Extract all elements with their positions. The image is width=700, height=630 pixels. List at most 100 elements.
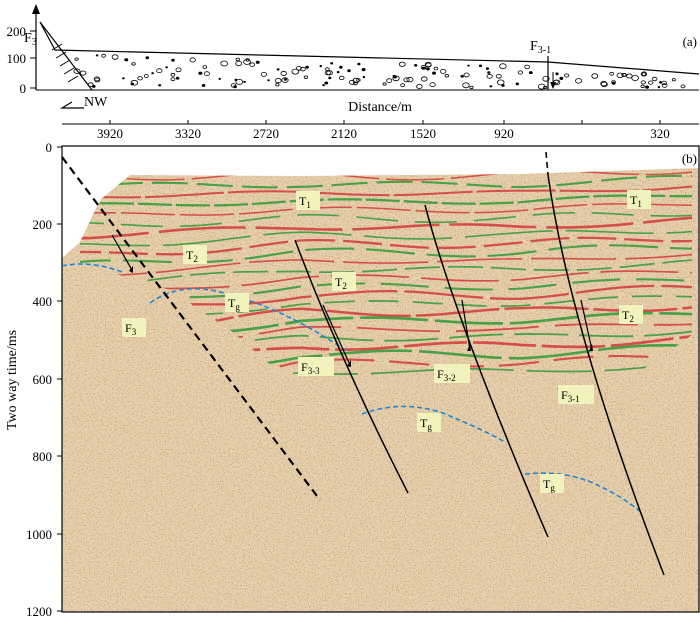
- pebble: [591, 73, 599, 79]
- panel-a-ytick-200: 200: [7, 24, 27, 39]
- distance-tick-1520: 1520: [410, 126, 436, 141]
- reflector-band: [80, 355, 693, 397]
- fault-hatch: [51, 43, 79, 83]
- panel-a-topography: 200 100 0 F3 F3-1 (a) NW: [7, 4, 700, 110]
- tg-horizons: [61, 263, 643, 514]
- pebble: [420, 76, 428, 82]
- pebble: [260, 72, 267, 77]
- horizon-label-t2-right: T2: [622, 308, 634, 324]
- pebble: [73, 68, 81, 74]
- pebble: [245, 58, 250, 62]
- pebble: [658, 81, 662, 84]
- distance-tick-3920: 3920: [97, 126, 123, 141]
- pebble: [87, 82, 94, 87]
- fault-label-f31-b: F3-1: [561, 388, 580, 404]
- pebble: [414, 64, 418, 67]
- pebble: [555, 72, 559, 76]
- pebble: [406, 76, 414, 83]
- horizon-label-t1-right: T1: [630, 193, 642, 209]
- pebble: [143, 74, 149, 78]
- pebble: [124, 58, 129, 62]
- pebble: [489, 85, 493, 88]
- pebble: [559, 76, 564, 81]
- pebble: [220, 60, 229, 67]
- pebble-fill: [73, 53, 686, 90]
- reflector-band: [80, 174, 693, 189]
- time-axis: 0 200 400 600 800 1000 1200 Two way time…: [5, 140, 62, 619]
- distance-tick-920: 920: [494, 126, 514, 141]
- pebble: [234, 78, 238, 82]
- pebble: [486, 73, 493, 79]
- pebble: [398, 61, 406, 67]
- pebble: [319, 65, 323, 68]
- pebble: [361, 68, 366, 72]
- pebble: [326, 70, 333, 76]
- pebble: [499, 63, 507, 70]
- fault-f3-trace-a: [39, 21, 93, 91]
- pebble: [631, 75, 639, 81]
- pebble: [283, 78, 287, 81]
- fault-label-f32: F3-2: [437, 367, 456, 383]
- pebble: [537, 83, 546, 90]
- pebble: [432, 71, 436, 75]
- pebble: [322, 84, 325, 87]
- pebble: [485, 67, 489, 70]
- fault-f31-dashed: [545, 151, 549, 176]
- reflector-band: [80, 270, 693, 297]
- time-tick-1000: 1000: [26, 527, 52, 542]
- distance-tick-320: 320: [650, 126, 670, 141]
- pebble: [621, 73, 627, 77]
- pebble: [202, 65, 208, 69]
- horizon-label-tg-right: Tg: [543, 477, 555, 493]
- pebble: [111, 54, 119, 60]
- pebble: [382, 82, 387, 86]
- pebble: [218, 77, 222, 80]
- horizon-label-tg-center: Tg: [420, 416, 432, 432]
- reflector-band: [80, 170, 693, 181]
- pebble: [156, 68, 163, 74]
- reflector-band: [80, 244, 693, 265]
- tg-horizon-center: [361, 405, 506, 443]
- time-tick-600: 600: [33, 372, 53, 387]
- pebble: [145, 56, 150, 60]
- distance-axis-title: Distance/m: [348, 100, 412, 115]
- panel-b-seismic-section: 0 200 400 600 800 1000 1200 Two way time…: [5, 140, 700, 619]
- pebble: [651, 76, 658, 82]
- horizon-labels: T1 T1 T2 T2 T2 Tg Tg Tg: [183, 190, 651, 493]
- pebble: [338, 75, 345, 81]
- pebble: [74, 57, 79, 61]
- time-axis-title: Two way time/ms: [5, 330, 20, 430]
- pebble: [324, 81, 329, 85]
- fault-arrowheads: [129, 266, 593, 367]
- pebble: [170, 77, 176, 82]
- pebble: [671, 78, 676, 82]
- fault-f32: [424, 204, 549, 538]
- fault-labels: F3 F3-3 F3-2 F3-1: [122, 318, 594, 404]
- pebble: [478, 64, 483, 68]
- pebble: [496, 79, 505, 86]
- pebble: [433, 66, 439, 71]
- fault-f33-throw: [322, 304, 351, 366]
- pebble: [424, 61, 432, 68]
- seismic-data: [62, 168, 699, 612]
- pebble: [645, 85, 650, 89]
- tg-horizon-left: [61, 263, 123, 273]
- reflector-band: [80, 185, 693, 199]
- pebble: [648, 80, 654, 85]
- pebble: [330, 62, 334, 65]
- distance-tick-2120: 2120: [331, 126, 357, 141]
- pebble: [151, 72, 154, 75]
- pebble: [528, 71, 533, 75]
- pebble: [640, 80, 646, 85]
- pebble: [175, 76, 180, 80]
- pebble: [198, 71, 203, 75]
- reflector-band: [80, 229, 693, 247]
- direction-label: NW: [84, 95, 108, 110]
- time-tick-200: 200: [33, 217, 53, 232]
- pebble: [463, 72, 470, 78]
- fault-f32-throw: [461, 299, 471, 351]
- pebble: [230, 83, 237, 88]
- fault-f3: [61, 156, 321, 501]
- pebble: [403, 77, 410, 83]
- surface-profile: [39, 21, 700, 75]
